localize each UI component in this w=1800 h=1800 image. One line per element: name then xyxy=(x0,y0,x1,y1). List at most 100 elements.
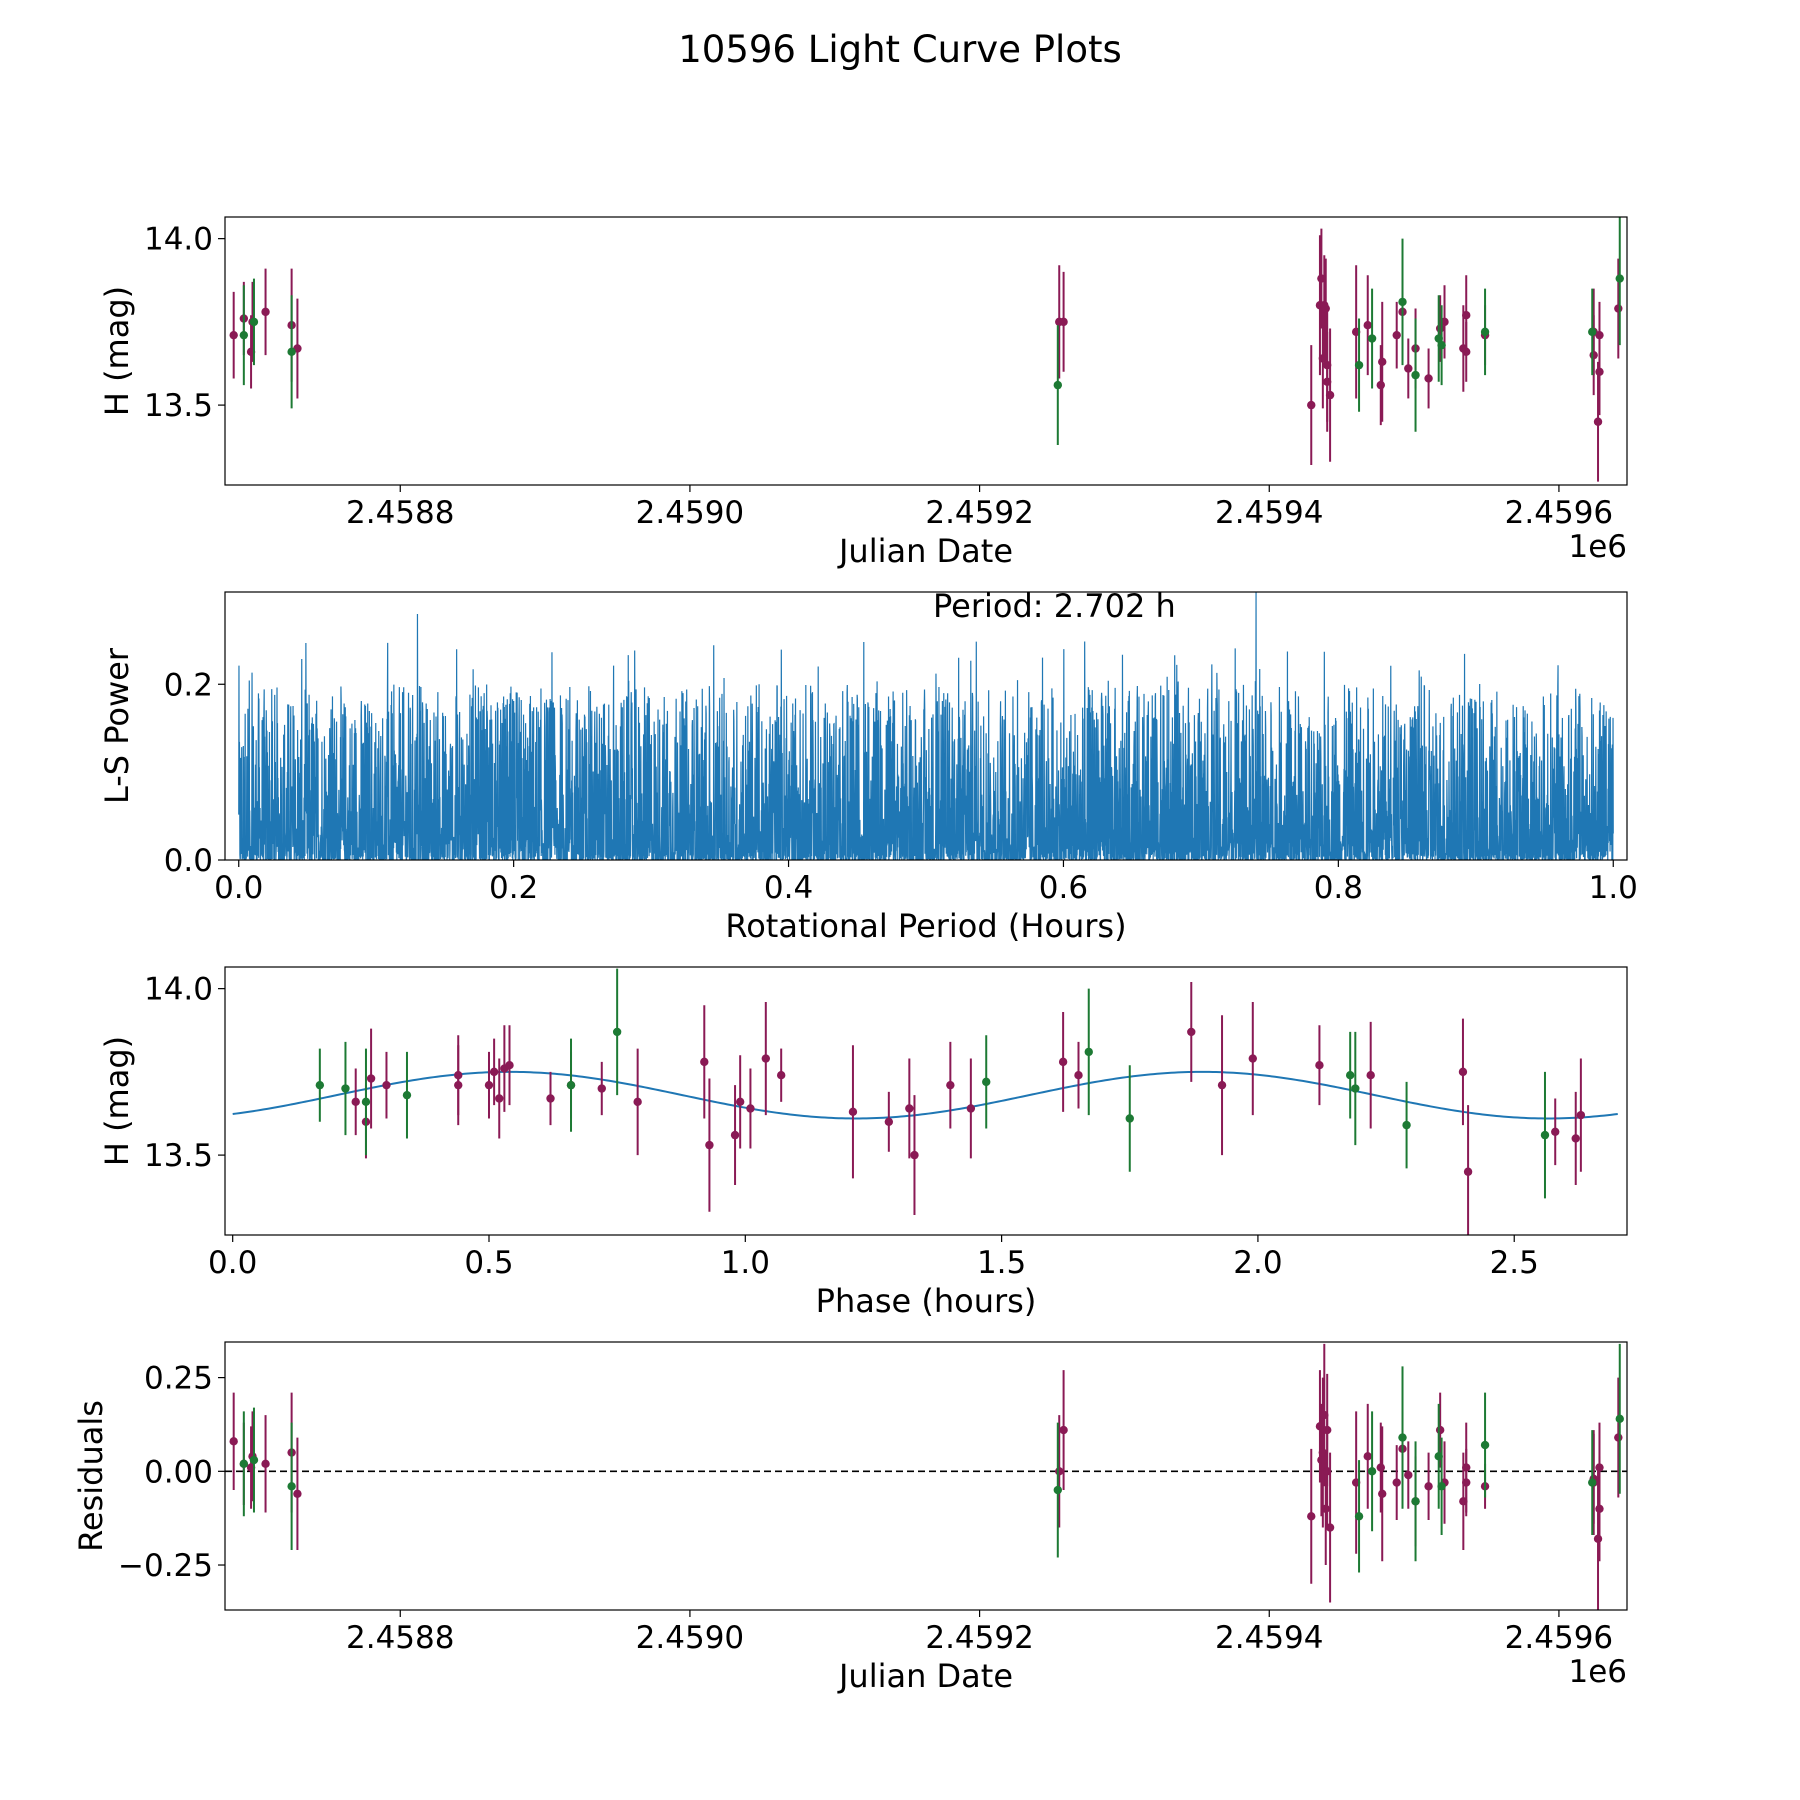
x-offset-label: 1e6 xyxy=(1568,529,1627,565)
data-point xyxy=(848,1107,858,1117)
phased-plot-area xyxy=(232,968,1618,1235)
data-point xyxy=(1576,1110,1586,1120)
x-tick-label: 2.4596 xyxy=(1505,495,1613,531)
data-point xyxy=(1595,1504,1604,1513)
data-point xyxy=(1321,304,1330,313)
raw-ylabel: H (mag) xyxy=(98,286,136,416)
data-point xyxy=(454,1070,463,1080)
data-point xyxy=(361,1097,371,1107)
x-tick-label: 0.4 xyxy=(764,870,813,906)
data-point xyxy=(1480,327,1490,337)
data-point xyxy=(1354,360,1364,370)
data-point xyxy=(1315,1061,1324,1070)
raw-frame xyxy=(224,216,1628,486)
data-point xyxy=(1392,330,1401,340)
residuals-frame xyxy=(224,1341,1628,1611)
data-point xyxy=(982,1077,991,1087)
data-point xyxy=(1437,1482,1446,1491)
periodogram-ylabel: L-S Power xyxy=(98,647,136,804)
data-point xyxy=(1187,1027,1196,1037)
data-point xyxy=(1059,1425,1068,1435)
data-point xyxy=(261,307,270,317)
data-point xyxy=(489,1067,499,1077)
data-point xyxy=(1437,340,1446,350)
data-point xyxy=(1345,1070,1355,1080)
x-tick-label: 0.8 xyxy=(1314,870,1363,906)
panel-phased: 0.0 0.5 1.0 1.5 2.0 2.5 13.5 14.0 Phase (hours) H… xyxy=(98,966,1628,1320)
phased-ylabel: H (mag) xyxy=(98,1036,136,1166)
data-point xyxy=(366,1074,376,1083)
data-point xyxy=(1217,1080,1227,1090)
data-point xyxy=(1398,1433,1407,1442)
data-point xyxy=(1588,1478,1597,1487)
data-point xyxy=(1053,1485,1062,1495)
residuals-xlabel: Julian Date xyxy=(837,1657,1013,1695)
data-point xyxy=(1593,417,1603,426)
y-tick-label: 14.0 xyxy=(144,972,213,1008)
panel-raw: 2.4588 2.4590 2.4592 2.4594 2.4596 13.5 14.0 1e… xyxy=(98,216,1628,570)
data-point xyxy=(1462,1478,1471,1487)
raw-xlabel: Julian Date xyxy=(837,532,1013,570)
data-point xyxy=(1404,1470,1413,1480)
phased-frame xyxy=(224,966,1628,1236)
data-point xyxy=(633,1097,642,1107)
data-point xyxy=(239,330,249,340)
data-point xyxy=(1424,374,1433,383)
data-point xyxy=(566,1080,576,1090)
data-point xyxy=(705,1140,714,1150)
data-point xyxy=(612,1027,622,1037)
data-point xyxy=(1424,1482,1433,1491)
data-point xyxy=(1376,380,1385,390)
x-tick-label: 0.0 xyxy=(214,870,263,906)
panel-periodogram: 0.0 0.2 0.4 0.6 0.8 1.0 0.0 0.2 Rotational Perio… xyxy=(98,587,1638,945)
panel-residuals: 2.4588 2.4590 2.4592 2.4594 2.4596 −0.25 0.00 0… xyxy=(72,1341,1628,1695)
data-point xyxy=(597,1084,606,1093)
data-point xyxy=(287,347,296,357)
x-tick-label: 2.4590 xyxy=(636,1620,744,1656)
data-point xyxy=(1367,334,1377,343)
data-point xyxy=(546,1094,555,1103)
data-point xyxy=(910,1150,919,1160)
data-point xyxy=(1378,357,1387,367)
data-point xyxy=(484,1080,494,1090)
x-offset-label: 1e6 xyxy=(1568,1654,1627,1690)
data-point xyxy=(229,330,238,340)
y-tick-label: −0.25 xyxy=(118,1548,213,1584)
data-point xyxy=(1376,1463,1385,1472)
data-point xyxy=(1462,347,1471,357)
data-point xyxy=(735,1097,745,1107)
residuals-plot-area xyxy=(225,1343,1627,1610)
data-point xyxy=(1571,1134,1580,1143)
y-tick-label: 0.00 xyxy=(144,1454,213,1490)
periodogram-plot-area xyxy=(238,592,1614,860)
data-point xyxy=(1363,1452,1372,1461)
data-point xyxy=(1392,1478,1401,1487)
period-annotation: Period: 2.702 h xyxy=(933,587,1176,625)
x-tick-label: 1.5 xyxy=(977,1245,1026,1281)
data-point xyxy=(1351,1084,1360,1093)
data-point xyxy=(1055,1467,1064,1476)
data-point xyxy=(495,1094,504,1103)
data-point xyxy=(884,1117,894,1127)
data-point xyxy=(1614,304,1623,313)
y-tick-label: 14.0 xyxy=(144,222,213,258)
data-point xyxy=(1325,390,1335,400)
y-tick-label: 0.25 xyxy=(144,1361,213,1397)
data-point xyxy=(249,1455,259,1465)
x-tick-label: 2.5 xyxy=(1490,1245,1539,1281)
x-tick-label: 0.0 xyxy=(208,1245,257,1281)
data-point xyxy=(1551,1127,1560,1136)
x-tick-label: 0.5 xyxy=(464,1245,513,1281)
data-point xyxy=(293,1489,302,1499)
x-tick-label: 2.4594 xyxy=(1215,495,1323,531)
data-point xyxy=(1058,1057,1068,1067)
y-tick-label: 13.5 xyxy=(144,388,213,424)
data-point xyxy=(402,1090,412,1100)
data-point xyxy=(382,1080,391,1090)
data-point xyxy=(1615,274,1624,283)
data-point xyxy=(1367,1467,1377,1476)
data-point xyxy=(229,1437,238,1446)
x-tick-label: 2.4592 xyxy=(925,495,1033,531)
x-tick-label: 2.0 xyxy=(1233,1245,1282,1281)
